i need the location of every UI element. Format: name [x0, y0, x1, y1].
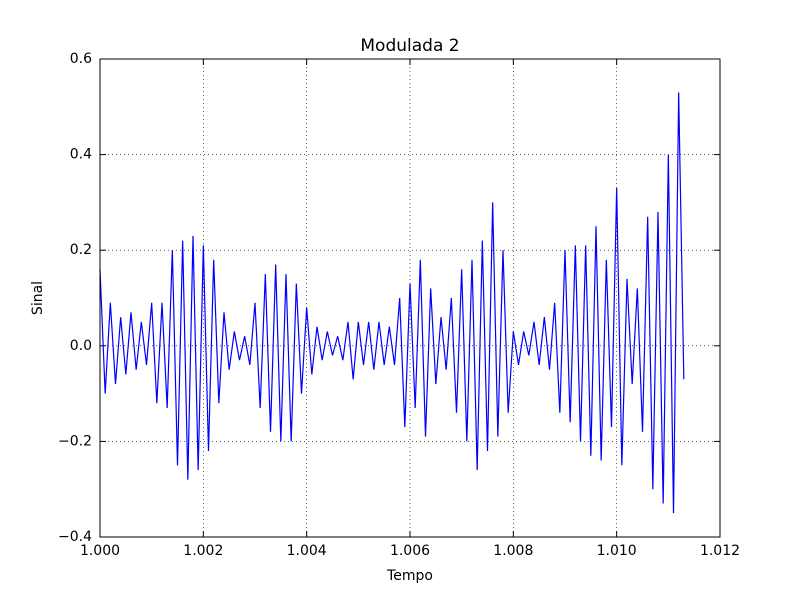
- x-tick-label: 1.000: [80, 543, 120, 559]
- x-tick-label: 1.012: [700, 543, 740, 559]
- y-tick-label: 0.2: [70, 242, 92, 258]
- signal-line: [99, 92, 685, 514]
- x-tick-label: 1.002: [183, 543, 223, 559]
- x-tick-label: 1.006: [390, 543, 430, 559]
- x-axis-label: Tempo: [386, 568, 433, 584]
- y-tick-label: 0.4: [70, 147, 92, 163]
- x-tick-label: 1.008: [493, 543, 533, 559]
- y-tick-label: −0.4: [58, 529, 92, 545]
- x-tick-label: 1.010: [597, 543, 637, 559]
- chart-title: Modulada 2: [360, 36, 459, 56]
- plot-frame: [99, 58, 721, 538]
- y-axis-label: Sinal: [30, 281, 46, 315]
- y-tick-label: 0.6: [70, 51, 92, 67]
- y-tick-label: 0.0: [70, 338, 92, 354]
- y-tick-label: −0.2: [58, 433, 92, 449]
- x-tick-label: 1.004: [287, 543, 327, 559]
